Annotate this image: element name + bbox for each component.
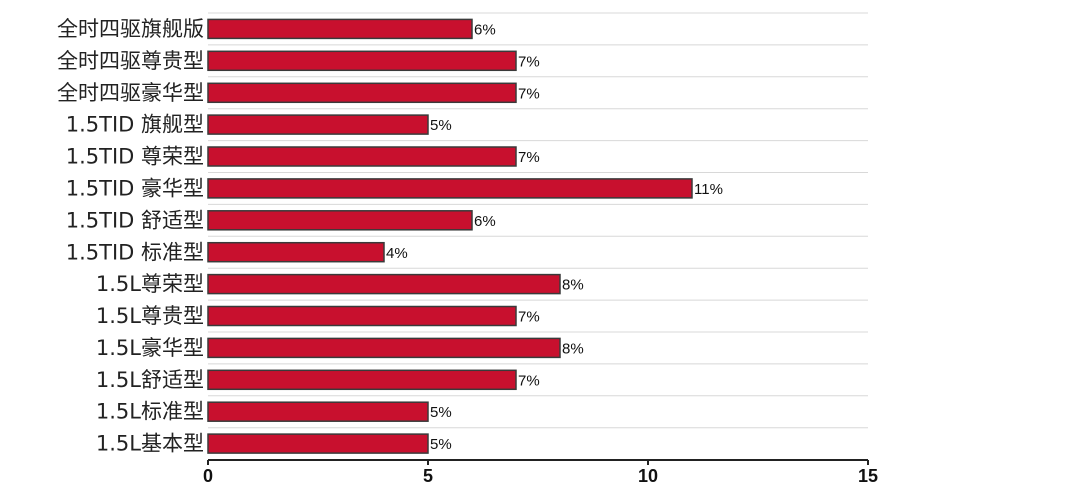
x-axis: 0 5 10 15: [203, 459, 878, 486]
category-label: 全时四驱豪华型: [57, 81, 204, 105]
value-label: 7%: [518, 149, 540, 166]
bar: [207, 18, 473, 40]
bar: [207, 241, 385, 263]
x-tick-label: 15: [858, 466, 878, 486]
bar: [207, 82, 517, 104]
value-label: 6%: [474, 22, 496, 39]
category-label: 1.5TID 尊荣型: [66, 145, 204, 169]
bar: [207, 305, 517, 327]
value-label: 5%: [430, 404, 452, 421]
x-tick-label: 0: [203, 466, 213, 486]
value-label: 6%: [474, 213, 496, 230]
category-label: 1.5TID 旗舰型: [66, 113, 204, 137]
category-label: 全时四驱旗舰版: [57, 17, 204, 41]
value-label: 5%: [430, 436, 452, 453]
category-label: 1.5L豪华型: [96, 336, 204, 360]
bar: [207, 433, 429, 454]
category-label: 1.5TID 标准型: [66, 240, 204, 264]
bars: [207, 18, 693, 454]
value-labels: 6% 7% 7% 5% 7% 11% 6% 4% 8% 7% 8% 7% 5% 5%: [386, 22, 723, 454]
bar: [207, 401, 429, 422]
bar: [207, 273, 561, 295]
bar: [207, 114, 429, 135]
category-label: 1.5L基本型: [96, 432, 204, 456]
category-label: 1.5L标准型: [96, 400, 204, 424]
value-label: 7%: [518, 85, 540, 102]
value-label: 8%: [562, 277, 584, 294]
category-label: 1.5L尊荣型: [96, 272, 204, 296]
value-label: 11%: [694, 181, 723, 198]
category-label: 1.5L尊贵型: [96, 304, 204, 328]
bar: [207, 178, 693, 199]
bar: [207, 369, 517, 391]
value-label: 5%: [430, 117, 452, 134]
value-label: 8%: [562, 340, 584, 357]
bar: [207, 50, 517, 72]
bar: [207, 337, 561, 359]
category-label: 1.5L舒适型: [96, 368, 204, 392]
category-label: 全时四驱尊贵型: [57, 49, 204, 73]
x-tick-label: 10: [638, 466, 658, 486]
value-label: 7%: [518, 309, 540, 326]
category-label: 1.5TID 舒适型: [66, 208, 204, 232]
value-label: 7%: [518, 53, 540, 70]
category-label: 1.5TID 豪华型: [66, 176, 204, 200]
value-label: 7%: [518, 372, 540, 389]
grid-lines: [208, 12, 868, 429]
bar: [207, 146, 517, 167]
x-tick-label: 5: [423, 466, 433, 486]
value-label: 4%: [386, 245, 408, 262]
bar: [207, 210, 473, 231]
